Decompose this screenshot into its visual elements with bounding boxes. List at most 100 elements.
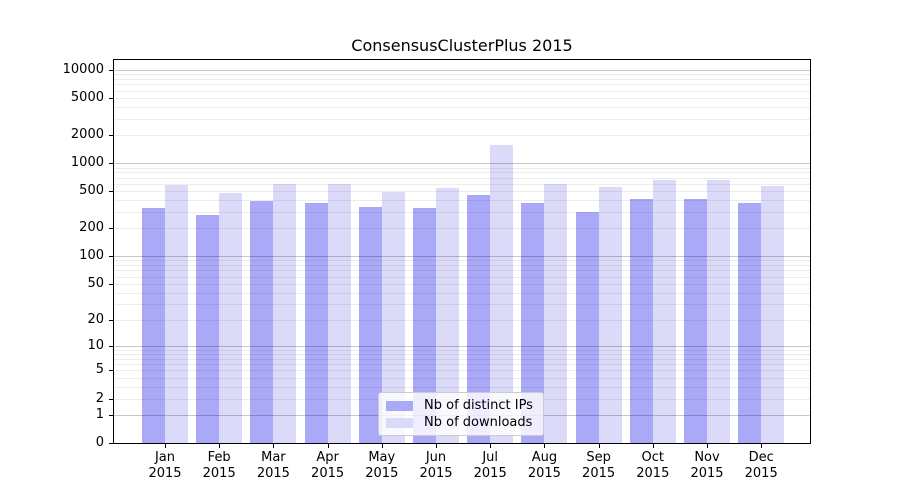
x-label-month: Jul xyxy=(482,450,499,465)
x-tick-label-oct: Oct 2015 xyxy=(623,450,683,482)
x-tick-jul xyxy=(490,444,492,448)
x-tick-sep xyxy=(598,444,600,448)
y-tick-1 xyxy=(109,414,114,416)
gridline-major-10000 xyxy=(114,70,810,71)
x-tick-jan xyxy=(165,444,166,448)
gridline-minor-4 xyxy=(114,377,810,379)
y-tick-200 xyxy=(109,228,114,230)
gridline-minor-9000 xyxy=(114,74,810,76)
x-label-year: 2015 xyxy=(365,466,399,481)
bar-nb-of-downloads-jun xyxy=(436,188,459,443)
bar-nb-of-distinct-ips-dec xyxy=(738,203,762,443)
gridline-minor-40 xyxy=(114,292,810,294)
x-tick-nov xyxy=(707,444,708,448)
y-tick-label-100: 100 xyxy=(79,248,104,264)
gridline-minor-7000 xyxy=(114,84,810,86)
gridline-minor-8 xyxy=(114,354,810,355)
y-tick-label-0: 0 xyxy=(95,435,104,450)
bar-nb-of-distinct-ips-sep xyxy=(575,211,599,443)
x-label-year: 2015 xyxy=(419,466,453,481)
y-tick-label-500: 500 xyxy=(79,183,104,199)
chart-legend: Nb of distinct IPs Nb of downloads xyxy=(378,392,544,436)
gridline-major-100 xyxy=(114,256,810,258)
x-label-year: 2015 xyxy=(202,466,236,481)
y-tick-label-10: 10 xyxy=(87,337,104,353)
y-tick-label-200: 200 xyxy=(79,220,104,236)
y-tick-label-50: 50 xyxy=(87,275,104,291)
y-tick-500 xyxy=(109,191,114,193)
x-tick-apr xyxy=(327,444,329,448)
gridline-minor-80 xyxy=(114,265,810,266)
bar-nb-of-downloads-jul xyxy=(490,145,514,443)
x-label-month: Dec xyxy=(748,450,774,465)
x-tick-aug xyxy=(544,444,546,448)
bar-nb-of-downloads-aug xyxy=(544,184,568,443)
bar-nb-of-downloads-apr xyxy=(327,183,351,443)
bar-nb-of-distinct-ips-aug xyxy=(521,202,545,443)
plot-area xyxy=(114,60,810,443)
gridline-minor-2000 xyxy=(114,135,810,137)
x-label-month: Aug xyxy=(531,450,558,465)
gridline-minor-6 xyxy=(114,364,810,366)
x-tick-mar xyxy=(273,444,275,448)
legend-label-downloads: Nb of downloads xyxy=(424,415,533,430)
y-tick-1000 xyxy=(109,163,114,165)
y-tick-5 xyxy=(109,370,114,372)
x-tick-feb xyxy=(219,444,221,448)
x-label-month: Jan xyxy=(154,450,176,465)
x-tick-jun xyxy=(436,444,437,448)
x-tick-label-mar: Mar 2015 xyxy=(243,450,303,482)
y-tick-2 xyxy=(109,398,114,400)
x-label-year: 2015 xyxy=(527,466,561,481)
bar-nb-of-distinct-ips-mar xyxy=(250,201,274,443)
bar-nb-of-distinct-ips-jan xyxy=(142,208,165,443)
bar-nb-of-distinct-ips-nov xyxy=(684,199,707,443)
y-tick-10000 xyxy=(109,70,114,71)
x-label-year: 2015 xyxy=(256,466,290,481)
x-tick-oct xyxy=(652,444,654,448)
gridline-minor-6000 xyxy=(114,90,810,92)
gridline-minor-3000 xyxy=(114,118,810,120)
gridline-minor-90 xyxy=(114,260,810,262)
bar-nb-of-downloads-jan xyxy=(165,184,188,443)
y-tick-50 xyxy=(109,283,114,285)
x-label-year: 2015 xyxy=(636,466,670,481)
x-label-month: Oct xyxy=(641,450,665,465)
gridline-minor-200 xyxy=(114,228,810,230)
gridline-minor-30 xyxy=(114,303,810,305)
x-tick-label-nov: Nov 2015 xyxy=(677,450,737,482)
gridline-minor-500 xyxy=(114,191,810,193)
chart-title: ConsensusClusterPlus 2015 xyxy=(351,36,573,55)
bar-nb-of-distinct-ips-may xyxy=(358,206,382,443)
y-tick-label-20: 20 xyxy=(87,311,104,327)
gridline-minor-9 xyxy=(114,349,810,351)
y-tick-label-5000: 5000 xyxy=(70,90,104,106)
bar-nb-of-distinct-ips-apr xyxy=(304,202,328,443)
x-label-month: Jun xyxy=(425,450,447,465)
x-tick-label-apr: Apr 2015 xyxy=(298,450,358,482)
gridline-minor-60 xyxy=(114,276,810,278)
gridline-major-1000 xyxy=(114,163,810,165)
x-tick-dec xyxy=(761,444,763,448)
gridline-minor-900 xyxy=(114,167,810,169)
x-tick-may xyxy=(381,444,383,448)
bar-nb-of-distinct-ips-jul xyxy=(467,195,491,443)
x-tick-label-dec: Dec 2015 xyxy=(731,450,791,482)
gridline-minor-8000 xyxy=(114,79,810,80)
x-label-month: Sep xyxy=(586,450,611,465)
gridline-minor-5 xyxy=(114,370,810,372)
x-tick-label-sep: Sep 2015 xyxy=(569,450,629,482)
x-label-year: 2015 xyxy=(473,466,507,481)
y-tick-5000 xyxy=(109,98,114,100)
legend-item-downloads: Nb of downloads xyxy=(386,415,536,430)
y-tick-label-1000: 1000 xyxy=(70,155,104,171)
y-tick-label-10000: 10000 xyxy=(62,62,104,77)
x-tick-label-jun: Jun 2015 xyxy=(406,450,466,482)
gridline-minor-400 xyxy=(114,200,810,202)
bar-nb-of-downloads-nov xyxy=(707,180,730,443)
bar-nb-of-distinct-ips-jun xyxy=(413,208,436,443)
y-tick-label-1: 1 xyxy=(95,406,104,422)
x-label-month: May xyxy=(368,450,396,465)
y-tick-label-2: 2 xyxy=(95,390,104,406)
